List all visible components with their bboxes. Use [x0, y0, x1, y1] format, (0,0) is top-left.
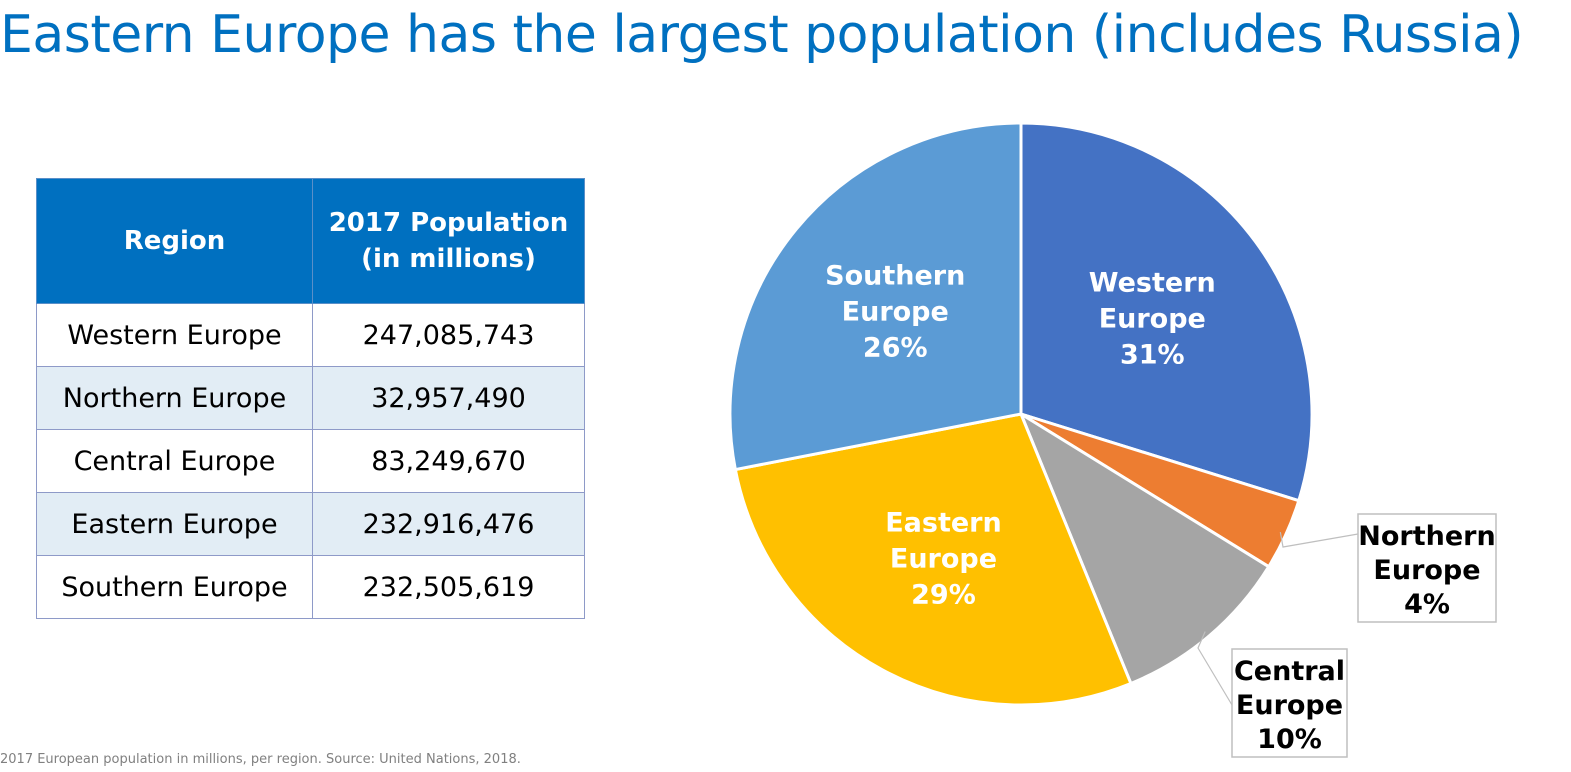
data-label-southern-europe: Southern Europe 26% — [825, 260, 965, 363]
callout-box-northern-europe — [1357, 513, 1497, 623]
cell-region: Central Europe — [36, 429, 313, 493]
header-region: Region — [36, 178, 313, 304]
pie-slice-western-europe — [1019, 121, 1314, 503]
pie-slices — [728, 121, 1314, 707]
population-table: Region 2017 Population (in millions) West… — [36, 178, 585, 619]
cell-population: 232,505,619 — [312, 555, 585, 619]
callout-lines — [1197, 532, 1359, 706]
table-header-row: Region 2017 Population (in millions) — [36, 178, 585, 304]
leader-line-central-europe — [1197, 631, 1233, 706]
cell-region: Eastern Europe — [36, 492, 313, 556]
data-label-northern-europe: Northern Europe 4% — [1358, 521, 1495, 620]
cell-region: Western Europe — [36, 303, 313, 367]
cell-region: Southern Europe — [36, 555, 313, 619]
cell-population: 247,085,743 — [312, 303, 585, 367]
callout-box-central-europe — [1231, 648, 1348, 758]
cell-region: Northern Europe — [36, 366, 313, 430]
table-body: Western Europe 247,085,743 Northern Europe… — [36, 303, 585, 619]
table-row: Western Europe 247,085,743 — [36, 303, 585, 367]
header-population: 2017 Population (in millions) — [312, 178, 585, 304]
pie-slice-central-europe — [1019, 412, 1271, 685]
cell-population: 232,916,476 — [312, 492, 585, 556]
cell-population: 32,957,490 — [312, 366, 585, 430]
table-row: Southern Europe 232,505,619 — [36, 555, 585, 619]
table-row: Northern Europe 32,957,490 — [36, 366, 585, 430]
leader-line-northern-europe — [1279, 532, 1359, 548]
pie-labels: Western Europe 31% Northern Europe 4%Central E… — [825, 260, 1497, 758]
data-label-central-europe: Central Europe 10% — [1234, 656, 1345, 755]
source-footnote: 2017 European population in millions, pe… — [0, 752, 521, 767]
data-label-western-europe: Western Europe 31% — [1089, 267, 1216, 370]
pie-slice-eastern-europe — [733, 412, 1133, 707]
data-label-eastern-europe: Eastern Europe 29% — [885, 507, 1002, 610]
pie-slice-southern-europe — [728, 121, 1023, 472]
table-row: Eastern Europe 232,916,476 — [36, 492, 585, 556]
page-title: Eastern Europe has the largest populatio… — [0, 5, 1524, 65]
